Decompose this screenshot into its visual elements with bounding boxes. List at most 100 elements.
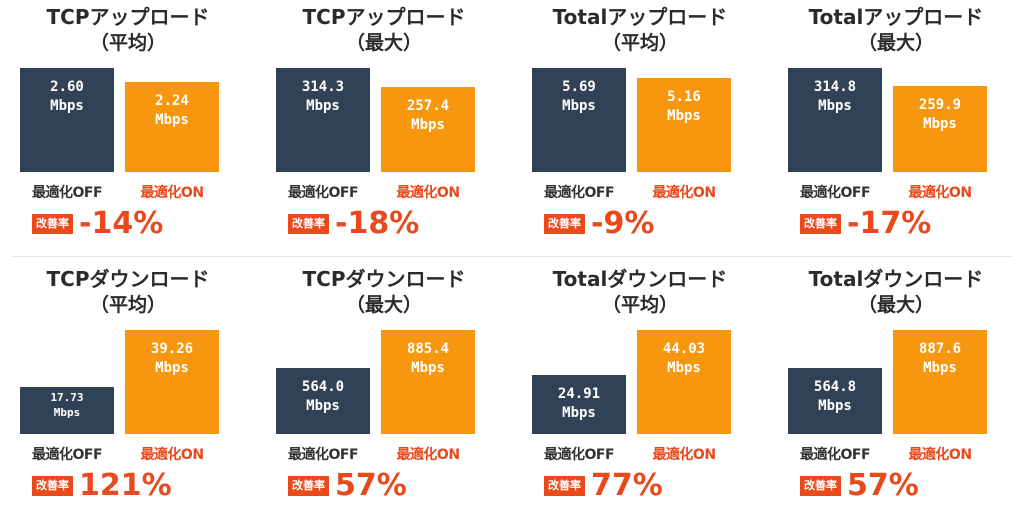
improvement-rate: 改善率 -9% [544, 208, 654, 240]
category-label-off: 最適化OFF [287, 447, 359, 463]
bar-value-label: 314.8 Mbps [813, 79, 857, 114]
bar-value-label: 5.16 Mbps [667, 88, 701, 124]
bar-value-label: 17.73 Mbps [50, 391, 84, 419]
improvement-rate: 改善率 -18% [288, 208, 419, 240]
bar-value-label: 564.0 Mbps [301, 378, 345, 414]
chart-title-line1: TCPダウンロード [302, 267, 466, 291]
bar-off: 24.91 Mbps [532, 375, 626, 434]
improvement-badge: 改善率 [288, 476, 329, 496]
chart-title: TCPアップロード （最大） [256, 4, 512, 56]
chart-panel: TCPアップロード （最大） 314.3 Mbps 最適化OFF 257.4 Mbps 最… [256, 0, 512, 255]
chart-title-line2: （平均） [89, 294, 166, 316]
row-divider [12, 256, 1012, 257]
improvement-badge: 改善率 [800, 476, 841, 496]
chart-title-line1: TCPアップロード [46, 5, 210, 29]
chart-panel: Totalダウンロード （平均） 24.91 Mbps 最適化OFF 44.03 Mbp… [512, 262, 768, 517]
bar-off: 564.8 Mbps [788, 367, 882, 434]
chart-title-line2: （平均） [601, 32, 678, 54]
category-label-on: 最適化ON [908, 447, 972, 463]
bar-value-label: 5.69 Mbps [562, 79, 596, 114]
improvement-rate: 改善率 121% [32, 470, 172, 502]
bar-on: 257.4 Mbps [381, 86, 475, 172]
improvement-value: 77% [591, 468, 663, 503]
chart-panel: TCPダウンロード （最大） 564.0 Mbps 最適化OFF 885.4 Mbps 最… [256, 262, 512, 517]
chart-title: TCPダウンロード （平均） [0, 266, 256, 318]
bar-off: 5.69 Mbps [532, 68, 626, 172]
improvement-badge: 改善率 [544, 476, 585, 496]
improvement-badge: 改善率 [544, 214, 585, 234]
bar-value-label: 24.91 Mbps [557, 386, 601, 422]
bar-on: 39.26 Mbps [125, 330, 219, 434]
bar-value-label: 887.6 Mbps [918, 341, 962, 376]
chart-panel: TCPアップロード （平均） 2.60 Mbps 最適化OFF 2.24 Mbps 最適化… [0, 0, 256, 255]
category-label-on: 最適化ON [396, 185, 460, 201]
improvement-rate: 改善率 57% [288, 470, 407, 502]
category-label-on: 最適化ON [140, 185, 204, 201]
chart-panel: Totalダウンロード （最大） 564.8 Mbps 最適化OFF 887.6 Mbp… [768, 262, 1024, 517]
improvement-value: -9% [591, 206, 655, 241]
bar-on: 259.9 Mbps [893, 86, 987, 172]
chart-panel: TCPダウンロード （平均） 17.73 Mbps 最適化OFF 39.26 Mbps 最… [0, 262, 256, 517]
bar-off: 2.60 Mbps [20, 68, 114, 172]
bar-value-label: 44.03 Mbps [662, 341, 706, 376]
bar-value-label: 39.26 Mbps [150, 341, 194, 376]
chart-title-line2: （最大） [345, 32, 422, 54]
bar-off: 314.8 Mbps [788, 68, 882, 172]
chart-title-line2: （最大） [345, 294, 422, 316]
bar-value-label: 2.24 Mbps [155, 93, 189, 129]
chart-title-line1: Totalアップロード [552, 5, 728, 29]
improvement-badge: 改善率 [288, 214, 329, 234]
improvement-rate: 改善率 -17% [800, 208, 931, 240]
bar-off: 17.73 Mbps [20, 387, 114, 434]
improvement-badge: 改善率 [800, 214, 841, 234]
chart-title-line1: TCPダウンロード [46, 267, 210, 291]
improvement-badge: 改善率 [32, 214, 73, 234]
category-label-on: 最適化ON [140, 447, 204, 463]
bar-off: 314.3 Mbps [276, 68, 370, 172]
chart-title: TCPダウンロード （最大） [256, 266, 512, 318]
category-label-off: 最適化OFF [799, 185, 871, 201]
bar-value-label: 885.4 Mbps [406, 341, 450, 376]
bar-on: 44.03 Mbps [637, 330, 731, 434]
bar-on: 2.24 Mbps [125, 82, 219, 172]
improvement-value: -14% [79, 206, 164, 241]
bar-on: 885.4 Mbps [381, 330, 475, 434]
bar-value-label: 259.9 Mbps [918, 97, 962, 133]
improvement-value: 57% [847, 468, 919, 503]
improvement-value: 121% [79, 468, 172, 503]
bar-value-label: 2.60 Mbps [50, 79, 84, 114]
category-label-off: 最適化OFF [287, 185, 359, 201]
chart-title-line2: （最大） [857, 294, 934, 316]
chart-title: TCPアップロード （平均） [0, 4, 256, 56]
category-label-on: 最適化ON [652, 185, 716, 201]
category-label-off: 最適化OFF [543, 447, 615, 463]
improvement-rate: 改善率 77% [544, 470, 663, 502]
improvement-value: 57% [335, 468, 407, 503]
category-label-on: 最適化ON [652, 447, 716, 463]
category-label-off: 最適化OFF [543, 185, 615, 201]
chart-title-line1: Totalダウンロード [808, 267, 984, 291]
improvement-value: -18% [335, 206, 420, 241]
chart-title-line2: （平均） [89, 32, 166, 54]
chart-title: Totalアップロード （最大） [768, 4, 1024, 56]
chart-title-line1: Totalアップロード [808, 5, 984, 29]
chart-title-line2: （平均） [601, 294, 678, 316]
category-label-on: 最適化ON [396, 447, 460, 463]
chart-title: Totalダウンロード （最大） [768, 266, 1024, 318]
chart-panel: Totalアップロード （最大） 314.8 Mbps 最適化OFF 259.9 Mbp… [768, 0, 1024, 255]
chart-title-line2: （最大） [857, 32, 934, 54]
bar-on: 887.6 Mbps [893, 330, 987, 434]
chart-title: Totalアップロード （平均） [512, 4, 768, 56]
improvement-badge: 改善率 [32, 476, 73, 496]
category-label-off: 最適化OFF [31, 185, 103, 201]
bar-value-label: 314.3 Mbps [301, 79, 345, 114]
category-label-off: 最適化OFF [799, 447, 871, 463]
category-label-on: 最適化ON [908, 185, 972, 201]
bar-off: 564.0 Mbps [276, 367, 370, 434]
chart-panel: Totalアップロード （平均） 5.69 Mbps 最適化OFF 5.16 Mbps 最… [512, 0, 768, 255]
improvement-rate: 改善率 -14% [32, 208, 163, 240]
bar-on: 5.16 Mbps [637, 77, 731, 172]
bar-value-label: 564.8 Mbps [813, 378, 857, 414]
improvement-rate: 改善率 57% [800, 470, 919, 502]
